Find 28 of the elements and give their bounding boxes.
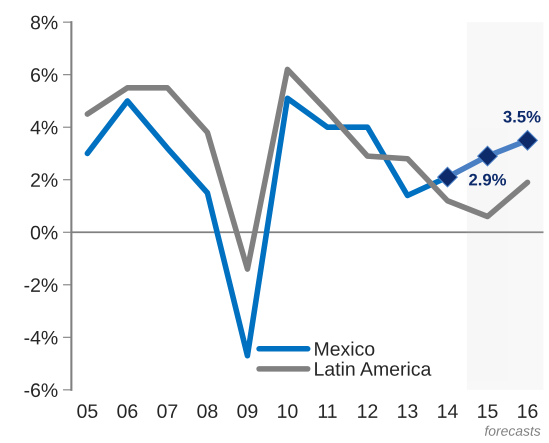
- x-tick-label: 16: [518, 404, 538, 418]
- point: [477, 146, 498, 166]
- x-tick-label: 14: [438, 404, 458, 418]
- y-tick-label: 2%: [31, 173, 58, 187]
- y-tick-label: -6%: [24, 383, 58, 398]
- x-tick-label: 06: [117, 404, 138, 418]
- x-tick-label: 07: [157, 404, 178, 418]
- y-tick-label: -2%: [24, 278, 58, 292]
- legend-label: Latin America: [315, 362, 432, 376]
- x-tick-label: 10: [278, 404, 298, 418]
- y-tick-label: 6%: [31, 68, 58, 82]
- x-tick-label: 13: [398, 404, 418, 418]
- x-tick-label: 12: [358, 404, 378, 418]
- y-tick-label: -4%: [24, 330, 58, 344]
- x-tick-label: 11: [318, 404, 337, 418]
- legend-label: Mexico: [315, 342, 374, 356]
- point: [517, 130, 538, 151]
- data-label: 2.9%: [469, 174, 506, 186]
- point: [437, 166, 458, 188]
- y-tick-label: 4%: [30, 120, 58, 134]
- text: forecasts: [484, 426, 540, 436]
- x-tick-label: 15: [478, 404, 498, 418]
- data-label: 3.5%: [503, 110, 541, 123]
- y-tick-label: 8%: [30, 16, 58, 30]
- x-tick-label: 08: [197, 404, 218, 418]
- x-tick-label: 09: [237, 404, 258, 418]
- x-tick-label: 05: [77, 404, 98, 418]
- y-tick-label: 0%: [30, 226, 58, 240]
